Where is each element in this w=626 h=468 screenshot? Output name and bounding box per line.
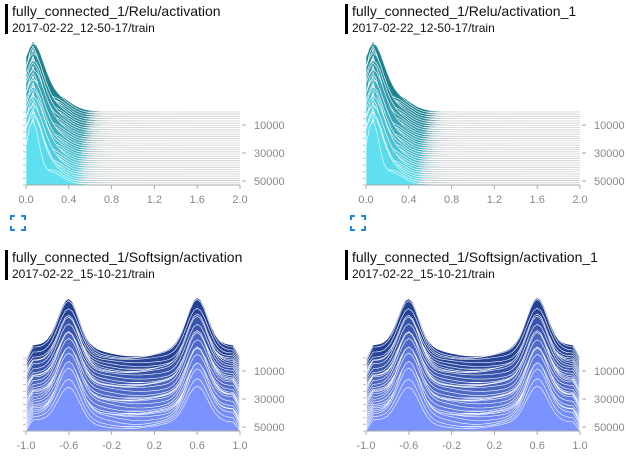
x-tick-label: 1.2 bbox=[147, 194, 162, 206]
histogram-card-relu-activation: fully_connected_1/Relu/activation 2017-0… bbox=[0, 0, 300, 231]
histogram-chart: 0.0 0.4 0.8 1.2 1.6 2.0 10000 30000 50000 bbox=[18, 40, 285, 206]
x-tick-label: -0.6 bbox=[59, 440, 78, 452]
card-title: fully_connected_1/Softsign/activation_1 bbox=[352, 249, 598, 265]
title-accent-bar bbox=[345, 250, 348, 280]
x-tick-label: 0.6 bbox=[190, 440, 205, 452]
y-tick-label: 10000 bbox=[254, 366, 285, 378]
y-tick-label: 30000 bbox=[594, 394, 625, 406]
histogram-chart: 0.0 0.4 0.8 1.2 1.6 2.0 10000 30000 50000 bbox=[358, 40, 625, 206]
expand-icon[interactable] bbox=[10, 215, 26, 231]
card-run-name: 2017-02-22_12-50-17/train bbox=[352, 21, 495, 35]
x-tick-label: 0.0 bbox=[358, 194, 373, 206]
y-tick-label: 10000 bbox=[594, 366, 625, 378]
x-tick-label: 0.0 bbox=[18, 194, 33, 206]
card-run-name: 2017-02-22_15-10-21/train bbox=[352, 267, 495, 281]
x-tick-label: -1.0 bbox=[17, 440, 36, 452]
y-tick-label: 10000 bbox=[594, 120, 625, 132]
x-tick-label: 1.2 bbox=[487, 194, 502, 206]
expand-icon[interactable] bbox=[350, 215, 366, 231]
x-tick-label: -1.0 bbox=[357, 440, 376, 452]
y-tick-label: 50000 bbox=[594, 176, 625, 188]
histogram-chart: -1.0 -0.6 -0.2 0.2 0.6 1.0 10000 30000 50000 bbox=[357, 297, 625, 452]
x-tick-label: 1.6 bbox=[530, 194, 545, 206]
x-tick-label: 0.2 bbox=[487, 440, 502, 452]
histogram-chart: -1.0 -0.6 -0.2 0.2 0.6 1.0 10000 30000 50000 bbox=[17, 297, 285, 452]
card-title: fully_connected_1/Softsign/activation bbox=[12, 249, 243, 265]
x-tick-label: 1.0 bbox=[232, 440, 247, 452]
x-tick-label: 1.0 bbox=[572, 440, 587, 452]
x-tick-label: 2.0 bbox=[572, 194, 587, 206]
x-tick-label: 1.6 bbox=[190, 194, 205, 206]
histogram-card-softsign-activation-1: fully_connected_1/Softsign/activation_1 … bbox=[340, 246, 626, 468]
title-accent-bar bbox=[5, 250, 8, 280]
y-tick-label: 50000 bbox=[254, 422, 285, 434]
card-run-name: 2017-02-22_15-10-21/train bbox=[12, 267, 155, 281]
y-tick-label: 50000 bbox=[594, 422, 625, 434]
x-tick-label: 0.6 bbox=[530, 440, 545, 452]
x-tick-label: 0.2 bbox=[147, 440, 162, 452]
card-title: fully_connected_1/Relu/activation_1 bbox=[352, 3, 577, 19]
histogram-card-relu-activation-1: fully_connected_1/Relu/activation_1 2017… bbox=[340, 0, 626, 231]
y-tick-label: 30000 bbox=[594, 148, 625, 160]
x-tick-label: 0.8 bbox=[444, 194, 459, 206]
x-tick-label: 0.4 bbox=[401, 194, 416, 206]
x-tick-label: 0.4 bbox=[61, 194, 76, 206]
y-tick-label: 30000 bbox=[254, 394, 285, 406]
y-tick-label: 50000 bbox=[254, 176, 285, 188]
x-tick-label: 2.0 bbox=[232, 194, 247, 206]
title-accent-bar bbox=[345, 4, 348, 34]
x-tick-label: -0.2 bbox=[102, 440, 121, 452]
card-title: fully_connected_1/Relu/activation bbox=[12, 3, 221, 19]
y-tick-label: 30000 bbox=[254, 148, 285, 160]
card-run-name: 2017-02-22_12-50-17/train bbox=[12, 21, 155, 35]
x-tick-label: -0.2 bbox=[442, 440, 461, 452]
x-tick-label: 0.8 bbox=[104, 194, 119, 206]
histogram-card-softsign-activation: fully_connected_1/Softsign/activation 20… bbox=[0, 246, 300, 468]
title-accent-bar bbox=[5, 4, 8, 34]
y-tick-label: 10000 bbox=[254, 120, 285, 132]
x-tick-label: -0.6 bbox=[399, 440, 418, 452]
